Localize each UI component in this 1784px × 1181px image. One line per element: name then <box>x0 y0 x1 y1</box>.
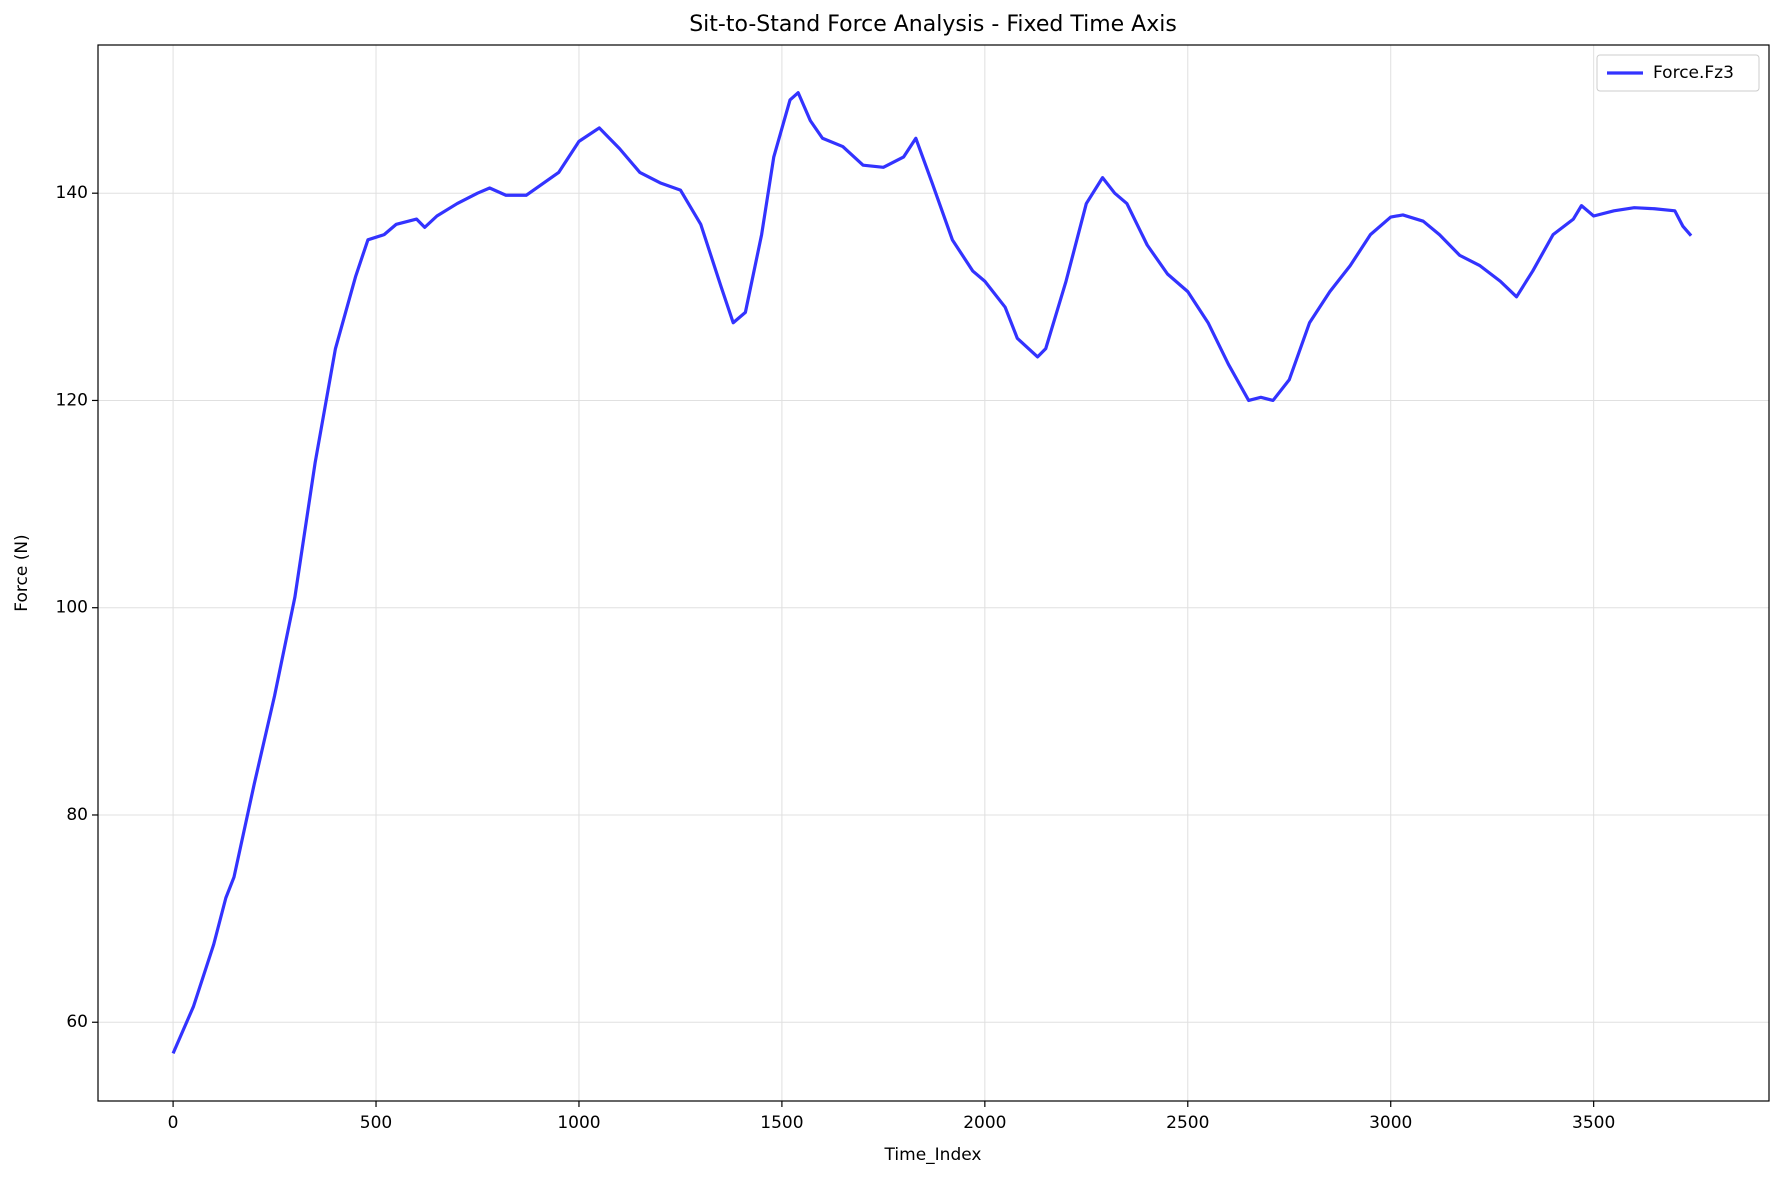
y-tick-label: 80 <box>66 805 88 825</box>
data-line <box>171 91 1693 1054</box>
x-tick-label: 3500 <box>1572 1113 1615 1133</box>
legend-box <box>1596 54 1760 92</box>
y-tick-label: 60 <box>66 1012 88 1032</box>
y-tick-label: 140 <box>56 183 88 203</box>
x-tick-label: 2000 <box>963 1113 1006 1133</box>
x-tick-label: 3000 <box>1369 1113 1412 1133</box>
legend-label: Force.Fz3 <box>1653 63 1734 83</box>
x-axis-label: Time_Index <box>884 1145 982 1165</box>
x-tick-label: 2500 <box>1166 1113 1209 1133</box>
x-tick-label: 1500 <box>760 1113 803 1133</box>
y-axis-label: Force (N) <box>12 534 32 611</box>
x-tick-label: 500 <box>360 1113 392 1133</box>
plot-frame <box>97 44 1770 1102</box>
y-tick-label: 120 <box>56 390 88 410</box>
chart-title: Sit-to-Stand Force Analysis - Fixed Time… <box>689 12 1177 37</box>
x-tick-label: 1000 <box>557 1113 600 1133</box>
y-tick-label: 100 <box>56 598 88 618</box>
x-tick-label: 0 <box>168 1113 179 1133</box>
